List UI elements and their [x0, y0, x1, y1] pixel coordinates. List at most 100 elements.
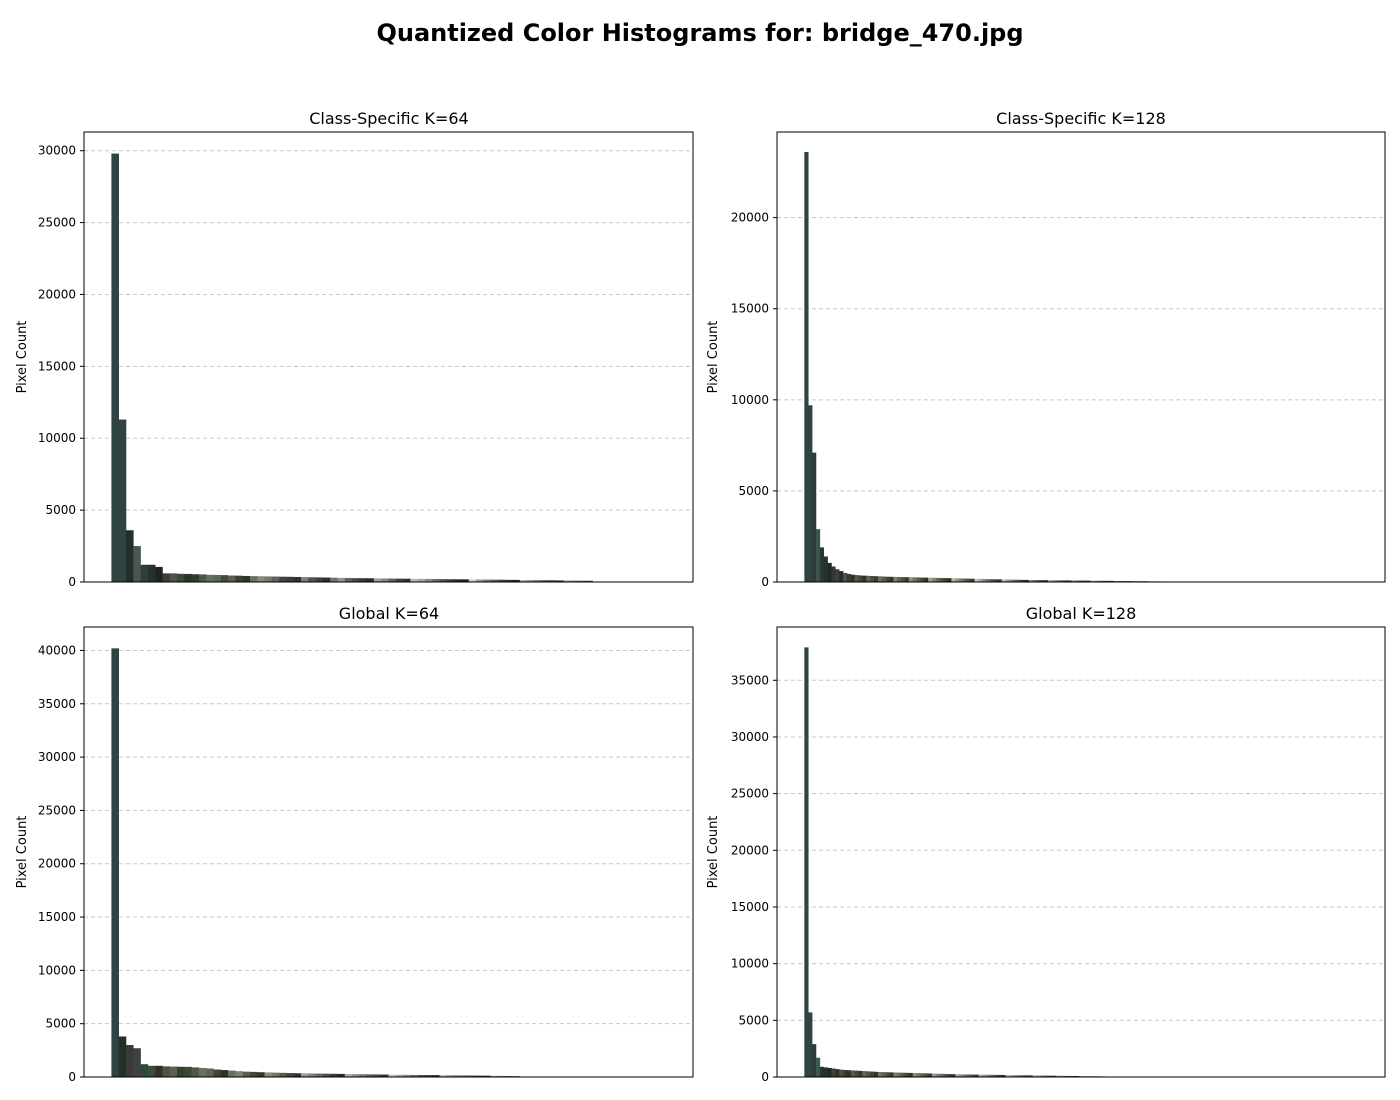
y-tick-label: 15000 — [731, 302, 769, 316]
histogram-bar — [866, 575, 871, 582]
histogram-bar — [548, 580, 557, 582]
histogram-bar — [366, 578, 375, 582]
histogram-bar — [808, 1012, 813, 1077]
histogram-bar — [804, 152, 809, 583]
histogram-bar — [1032, 580, 1037, 582]
y-tick-label: 10000 — [38, 963, 76, 977]
histogram-bar — [1051, 1075, 1057, 1077]
histogram-bar — [1102, 580, 1107, 582]
y-tick-label: 5000 — [738, 484, 769, 498]
y-tick-label: 30000 — [38, 750, 76, 764]
histogram-bar — [191, 1067, 200, 1077]
y-axis-label: Pixel Count — [706, 816, 721, 889]
histogram-bar — [206, 574, 214, 582]
histogram-bar — [935, 1073, 941, 1077]
histogram-bar — [315, 1073, 324, 1077]
axes-frame — [83, 626, 694, 1078]
histogram-bar — [162, 573, 171, 582]
histogram-bar — [1024, 579, 1030, 582]
histogram-bar — [155, 1065, 163, 1077]
histogram-bar — [928, 1073, 933, 1077]
histogram-bar — [839, 571, 844, 582]
axes-frame — [83, 131, 694, 583]
histogram-bar — [831, 1068, 836, 1077]
histogram-bar — [819, 1066, 825, 1077]
histogram-bar — [330, 1073, 338, 1077]
histogram-bar — [1044, 580, 1049, 582]
histogram-bar — [140, 564, 149, 582]
y-tick-label: 30000 — [38, 144, 76, 158]
histogram-bar — [556, 580, 564, 582]
histogram-bar — [1094, 580, 1099, 582]
histogram-bar — [1017, 1075, 1022, 1077]
y-tick-label: 15000 — [38, 359, 76, 373]
histogram-bar — [235, 1071, 243, 1077]
histogram-bar — [585, 580, 593, 582]
histogram-bar — [308, 1073, 316, 1077]
histogram-bar — [417, 578, 426, 582]
histogram-bar — [897, 576, 902, 582]
histogram-bar — [344, 1074, 353, 1077]
histogram-bar — [388, 1074, 397, 1077]
histogram-bar — [366, 1074, 375, 1077]
histogram-bar — [808, 405, 813, 582]
histogram-bar — [1075, 580, 1080, 582]
y-tick-label: 20000 — [731, 211, 769, 225]
histogram-bar — [177, 573, 185, 582]
histogram-bar — [490, 1075, 499, 1077]
histogram-bar — [322, 577, 331, 582]
histogram-bar — [1024, 1075, 1030, 1077]
histogram-bar — [974, 578, 979, 582]
histogram-bar — [819, 547, 825, 582]
histogram-bar — [162, 1066, 171, 1077]
histogram-bar — [111, 648, 119, 1077]
histogram-bar — [1021, 579, 1026, 582]
histogram-bar — [264, 576, 273, 582]
histogram-bar — [889, 1072, 894, 1077]
histogram-bar — [424, 1075, 433, 1077]
y-tick-label: 20000 — [38, 287, 76, 301]
histogram-bar — [951, 578, 956, 582]
histogram-bar — [476, 1075, 484, 1077]
histogram-bar — [527, 580, 535, 582]
y-tick-label: 10000 — [731, 957, 769, 971]
histogram-bar — [293, 1073, 302, 1077]
histogram-bar — [1005, 1075, 1010, 1077]
y-axis-label: Pixel Count — [706, 321, 721, 394]
histogram-bar — [823, 1067, 828, 1077]
histogram-bar — [982, 1074, 987, 1077]
histogram-bar — [352, 578, 360, 582]
histogram-bar — [982, 578, 987, 582]
histogram-bar — [118, 1036, 127, 1077]
histogram-bar — [439, 1075, 448, 1077]
panel-title: Global K=64 — [339, 604, 439, 623]
histogram-bar — [935, 577, 941, 582]
y-tick-label: 15000 — [38, 910, 76, 924]
panel-title: Global K=128 — [1026, 604, 1137, 623]
histogram-bar — [373, 1074, 382, 1077]
histogram-bar — [920, 577, 925, 582]
histogram-bar — [939, 577, 944, 582]
y-tick-label: 25000 — [731, 787, 769, 801]
histogram-bar — [916, 577, 921, 582]
histogram-bar — [835, 569, 840, 582]
y-tick-label: 20000 — [38, 857, 76, 871]
histogram-bar — [1098, 580, 1103, 582]
histogram-bar — [947, 1074, 952, 1077]
histogram-bar — [959, 1074, 964, 1077]
histogram-bar — [939, 1073, 944, 1077]
histogram-bar — [198, 574, 207, 582]
y-tick-label: 0 — [68, 575, 76, 589]
histogram-bar — [1067, 580, 1072, 582]
histogram-bar — [951, 1074, 956, 1077]
histogram-bar — [570, 580, 579, 582]
histogram-bar — [220, 575, 229, 582]
y-tick-label: 5000 — [45, 503, 76, 517]
histogram-bar — [337, 1073, 346, 1077]
histogram-bar — [381, 578, 389, 582]
histogram-bar — [928, 577, 933, 582]
histogram-bar — [877, 576, 883, 582]
histogram-bar — [974, 1074, 979, 1077]
histogram-bar — [403, 1074, 411, 1077]
histogram-bar — [169, 573, 178, 582]
